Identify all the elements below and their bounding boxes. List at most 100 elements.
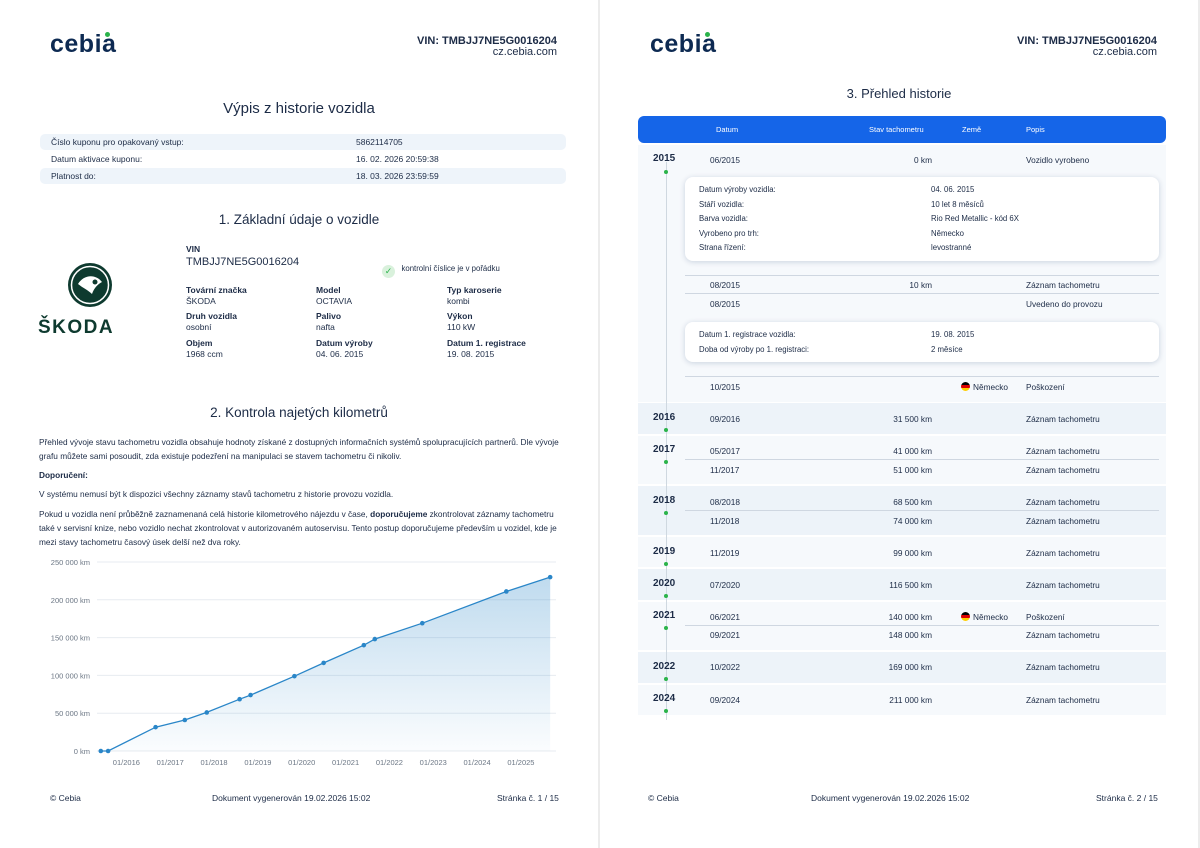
mileage-point (237, 696, 242, 702)
coupon-row: Platnost do: 18. 03. 2026 23:59:59 (40, 168, 566, 184)
year-band-2021 (638, 602, 1166, 650)
card-value: 19. 08. 2015 (931, 330, 975, 339)
x-tick-label: 01/2021 (332, 758, 359, 767)
footer-copyright: © Cebia (648, 793, 679, 803)
row-date: 05/2017 (710, 446, 740, 456)
cebia-logo: cebia (50, 30, 117, 58)
row-mileage: 99 000 km (893, 548, 932, 558)
card-key: Datum 1. registrace vozidla: (699, 330, 796, 339)
card-key: Strana řízení: (699, 243, 746, 252)
row-separator (685, 625, 1159, 626)
timeline-dot (664, 677, 668, 681)
row-mileage: 140 000 km (888, 612, 932, 622)
field-value: 19. 08. 2015 (447, 349, 495, 359)
card-value: Německo (931, 229, 964, 238)
footer-generated: Dokument vygenerován 19.02.2026 15:02 (212, 793, 371, 803)
coupon-row: Datum aktivace kuponu: 16. 02. 2026 20:59… (40, 151, 566, 167)
field-label: Model (316, 285, 341, 295)
header-site-link[interactable]: cz.cebia.com (492, 46, 557, 58)
mileage-point (504, 589, 509, 594)
card-value: 2 měsíce (931, 345, 963, 354)
field-value: OCTAVIA (316, 296, 353, 306)
mileage-point (547, 574, 553, 580)
timeline-dot (664, 594, 668, 598)
row-description: Poškození (1026, 612, 1065, 622)
section-title-mileage: 2. Kontrola najetých kilometrů (210, 405, 388, 420)
row-mileage: 41 000 km (893, 446, 932, 456)
row-description: Záznam tachometru (1026, 580, 1100, 590)
report-page-1: cebia VIN: TMBJJ7NE5G0016204 cz.cebia.co… (0, 0, 598, 848)
row-description: Vozidlo vyrobeno (1026, 155, 1090, 165)
recommendation-text-1: V systému nemusí být k dispozici všechny… (39, 489, 394, 499)
timeline-line (666, 162, 667, 720)
col-description: Popis (1026, 125, 1045, 134)
vin-check-badge: ✓ kontrolní číslice je v pořádku (382, 258, 500, 278)
mileage-line (100, 576, 551, 752)
mileage-point (204, 710, 210, 715)
col-country: Země (962, 125, 982, 134)
row-mileage: 10 km (909, 280, 932, 290)
x-tick-label: 01/2024 (464, 758, 491, 767)
x-tick-label: 01/2025 (507, 758, 534, 767)
year-band-2020 (638, 569, 1166, 600)
recommendation-heading: Doporučení: (39, 470, 88, 480)
card-key: Stáří vozidla: (699, 200, 745, 209)
row-separator (685, 459, 1159, 460)
field-value: 1968 ccm (186, 349, 223, 359)
germany-flag-icon (961, 382, 970, 391)
row-description: Záznam tachometru (1026, 497, 1100, 507)
coupon-value: 16. 02. 2026 20:59:38 (356, 154, 439, 164)
card-key: Doba od výroby po 1. registraci: (699, 345, 810, 354)
row-mileage: 169 000 km (888, 662, 932, 672)
row-date: 10/2022 (710, 662, 740, 672)
footer-generated: Dokument vygenerován 19.02.2026 15:02 (811, 793, 970, 803)
row-separator (685, 293, 1159, 294)
row-mileage: 68 500 km (893, 497, 932, 507)
mileage-point (361, 642, 367, 648)
year-label: 2019 (653, 546, 676, 557)
row-date: 10/2015 (710, 382, 740, 392)
report-page-2: cebia VIN: TMBJJ7NE5G0016204 cz.cebia.co… (600, 0, 1198, 848)
coupon-value: 18. 03. 2026 23:59:59 (356, 171, 439, 181)
timeline-dot (664, 460, 668, 464)
row-description: Záznam tachometru (1026, 446, 1100, 456)
mileage-point (248, 692, 253, 698)
timeline-dot (664, 428, 668, 432)
header-site-link[interactable]: cz.cebia.com (1092, 46, 1157, 58)
recommendation-text-2: Pokud u vozidla není průběžně zaznamenan… (39, 509, 557, 547)
mileage-point (182, 717, 188, 723)
row-description: Uvedeno do provozu (1026, 299, 1103, 309)
card-value: 10 let 8 měsíců (931, 200, 984, 209)
row-date: 09/2024 (710, 695, 740, 705)
row-mileage: 74 000 km (893, 516, 932, 526)
cebia-logo: cebia (650, 30, 717, 58)
field-value: osobní (186, 322, 212, 332)
y-tick-label: 100 000 km (51, 671, 90, 680)
row-date: 06/2015 (710, 155, 740, 165)
mileage-point (105, 748, 111, 754)
header-vin: VIN: TMBJJ7NE5G0016204 (416, 35, 557, 47)
field-label: Druh vozidla (186, 311, 238, 321)
row-date: 11/2019 (710, 548, 740, 558)
field-value: ŠKODA (186, 296, 216, 306)
x-tick-label: 01/2016 (113, 758, 140, 767)
year-band-2024 (638, 685, 1166, 715)
field-label: Objem (186, 338, 213, 348)
y-tick-label: 0 km (74, 747, 90, 756)
year-label: 2022 (653, 661, 676, 672)
field-label: Datum 1. registrace (447, 338, 526, 348)
card-value: 04. 06. 2015 (931, 185, 975, 194)
row-date: 06/2021 (710, 612, 740, 622)
mileage-intro-text: Přehled vývoje stavu tachometru vozidla … (39, 437, 559, 461)
row-description: Záznam tachometru (1026, 280, 1100, 290)
skoda-wordmark: ŠKODA (38, 317, 115, 338)
x-tick-label: 01/2022 (376, 758, 403, 767)
field-value: kombi (447, 296, 470, 306)
row-mileage: 51 000 km (893, 465, 932, 475)
card-value: levostranné (931, 243, 972, 252)
row-description: Záznam tachometru (1026, 414, 1100, 424)
year-label: 2018 (653, 495, 676, 506)
row-mileage: 0 km (914, 155, 932, 165)
vin-label: VIN (186, 244, 201, 254)
row-description: Záznam tachometru (1026, 465, 1100, 475)
